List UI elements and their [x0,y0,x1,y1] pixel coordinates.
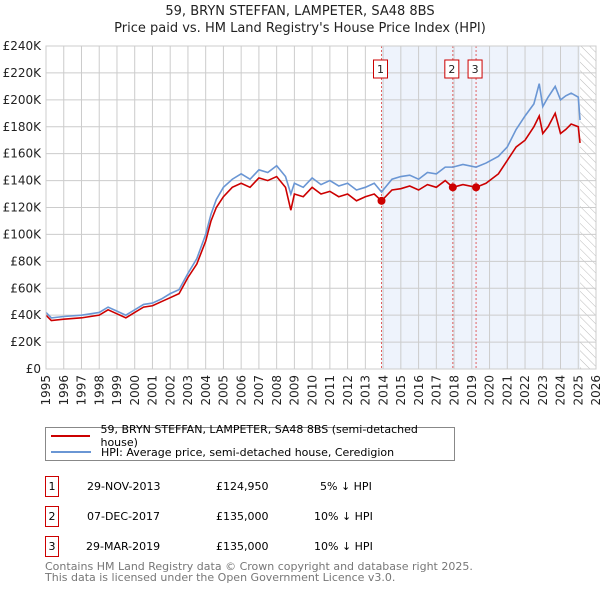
x-tick-label: 2002 [163,375,177,406]
x-tick-label: 2005 [217,375,231,406]
plot-border [45,45,597,370]
y-tick-label: £0 [26,362,41,376]
legend-item-hpi: HPI: Average price, semi-detached house,… [46,444,394,460]
price: £135,000 [216,540,269,553]
hpi-diff: 10% ↓ HPI [314,510,373,523]
x-tick-label: 2001 [146,375,160,406]
y-tick-label: £180K [3,120,43,134]
y-tick-label: £220K [3,66,43,80]
x-tick-label: 2019 [465,375,479,406]
x-tick-label: 2017 [430,375,444,406]
sale-point [472,183,481,192]
sale-point [377,196,386,205]
x-tick-label: 2003 [181,375,195,406]
marker-label-box [373,59,388,79]
y-tick-label: £100K [3,227,43,241]
legend-label: 59, BRYN STEFFAN, LAMPETER, SA48 8BS (se… [100,423,418,449]
footer: Contains HM Land Registry data © Crown c… [45,561,473,583]
hpi-diff: 5% ↓ HPI [320,480,372,493]
marker-label: 1 [377,63,384,76]
marker-label-box [467,59,483,79]
legend-item-property: 59, BRYN STEFFAN, LAMPETER, SA48 8BS (se… [46,423,454,449]
legend: 59, BRYN STEFFAN, LAMPETER, SA48 8BS (se… [45,423,455,461]
x-tick-label: 2000 [128,375,142,406]
legend-label: HPI: Average price, semi-detached house,… [101,445,395,459]
x-tick-label: 1995 [39,375,53,406]
marker-badge: 1 [45,476,59,497]
x-tick-label: 2024 [554,375,568,406]
y-tick-label: £140K [3,174,43,188]
x-tick-label: 1998 [92,375,106,406]
x-tick-label: 2011 [323,375,337,406]
hpi-diff: 10% ↓ HPI [314,540,373,553]
plot-area: 1995 1996 1997 1998 1999 2000 2001 2002 2003 2004… [3,39,600,406]
x-tick-label: 2021 [500,375,514,406]
marker-badge: 2 [45,506,59,527]
x-tick-label: 2009 [288,375,302,406]
x-tick-label: 2025 [571,375,585,406]
property-price-line [45,111,581,322]
y-tick-label: £160K [3,147,43,161]
price: £124,950 [216,480,269,493]
chart-subtitle: Price paid vs. HM Land Registry's House … [114,21,486,36]
x-tick-label: 2010 [305,375,319,406]
date: 29-MAR-2019 [86,540,161,553]
marker-badge: 3 [45,536,59,557]
date: 29-NOV-2013 [87,480,161,493]
x-tick-label: 2018 [447,375,461,406]
x-tick-label: 2004 [199,375,213,406]
x-tick-label: 2006 [234,375,248,406]
footer-line: This data is licensed under the Open Gov… [45,571,396,584]
marker-label: 2 [448,63,455,76]
x-tick-label: 2012 [341,375,355,406]
y-tick-label: £20K [10,335,42,349]
date: 07-DEC-2017 [87,510,161,523]
x-tick-label: 2016 [412,375,426,406]
x-tick-label: 2007 [252,375,266,406]
x-tick-label: 2026 [589,375,600,406]
x-tick-label: 2015 [394,375,408,406]
legend-swatch-blue [51,451,91,453]
y-tick-label: £200K [3,93,43,107]
sale-point [448,183,457,192]
price: £135,000 [216,510,269,523]
x-tick-label: 2008 [270,375,284,406]
transaction-row: 2 07-DEC-2017 £135,000 10% ↓ HPI [45,506,445,527]
x-tick-label: 2022 [518,375,532,406]
x-tick-label: 2014 [376,375,390,406]
x-tick-label: 2013 [359,375,373,406]
marker-label-box [444,59,460,79]
y-tick-label: £120K [3,201,43,215]
hpi-line [45,83,581,319]
chart-title: 59, BRYN STEFFAN, LAMPETER, SA48 8BS [165,4,435,19]
x-tick-label: 2020 [483,375,497,406]
transaction-row: 3 29-MAR-2019 £135,000 10% ↓ HPI [45,536,445,557]
x-tick-label: 1997 [75,375,89,406]
x-tick-label: 2023 [536,375,550,406]
footer-line: Contains HM Land Registry data © Crown c… [45,560,473,573]
x-tick-label: 1996 [57,375,71,406]
y-tick-label: £240K [3,39,43,53]
marker-label: 3 [472,63,479,76]
transaction-row: 1 29-NOV-2013 £124,950 5% ↓ HPI [45,476,445,497]
y-tick-label: £40K [10,308,42,322]
legend-swatch-red [51,435,91,437]
y-tick-label: £80K [10,254,42,268]
x-tick-label: 1999 [110,375,124,406]
y-tick-label: £60K [10,281,42,295]
